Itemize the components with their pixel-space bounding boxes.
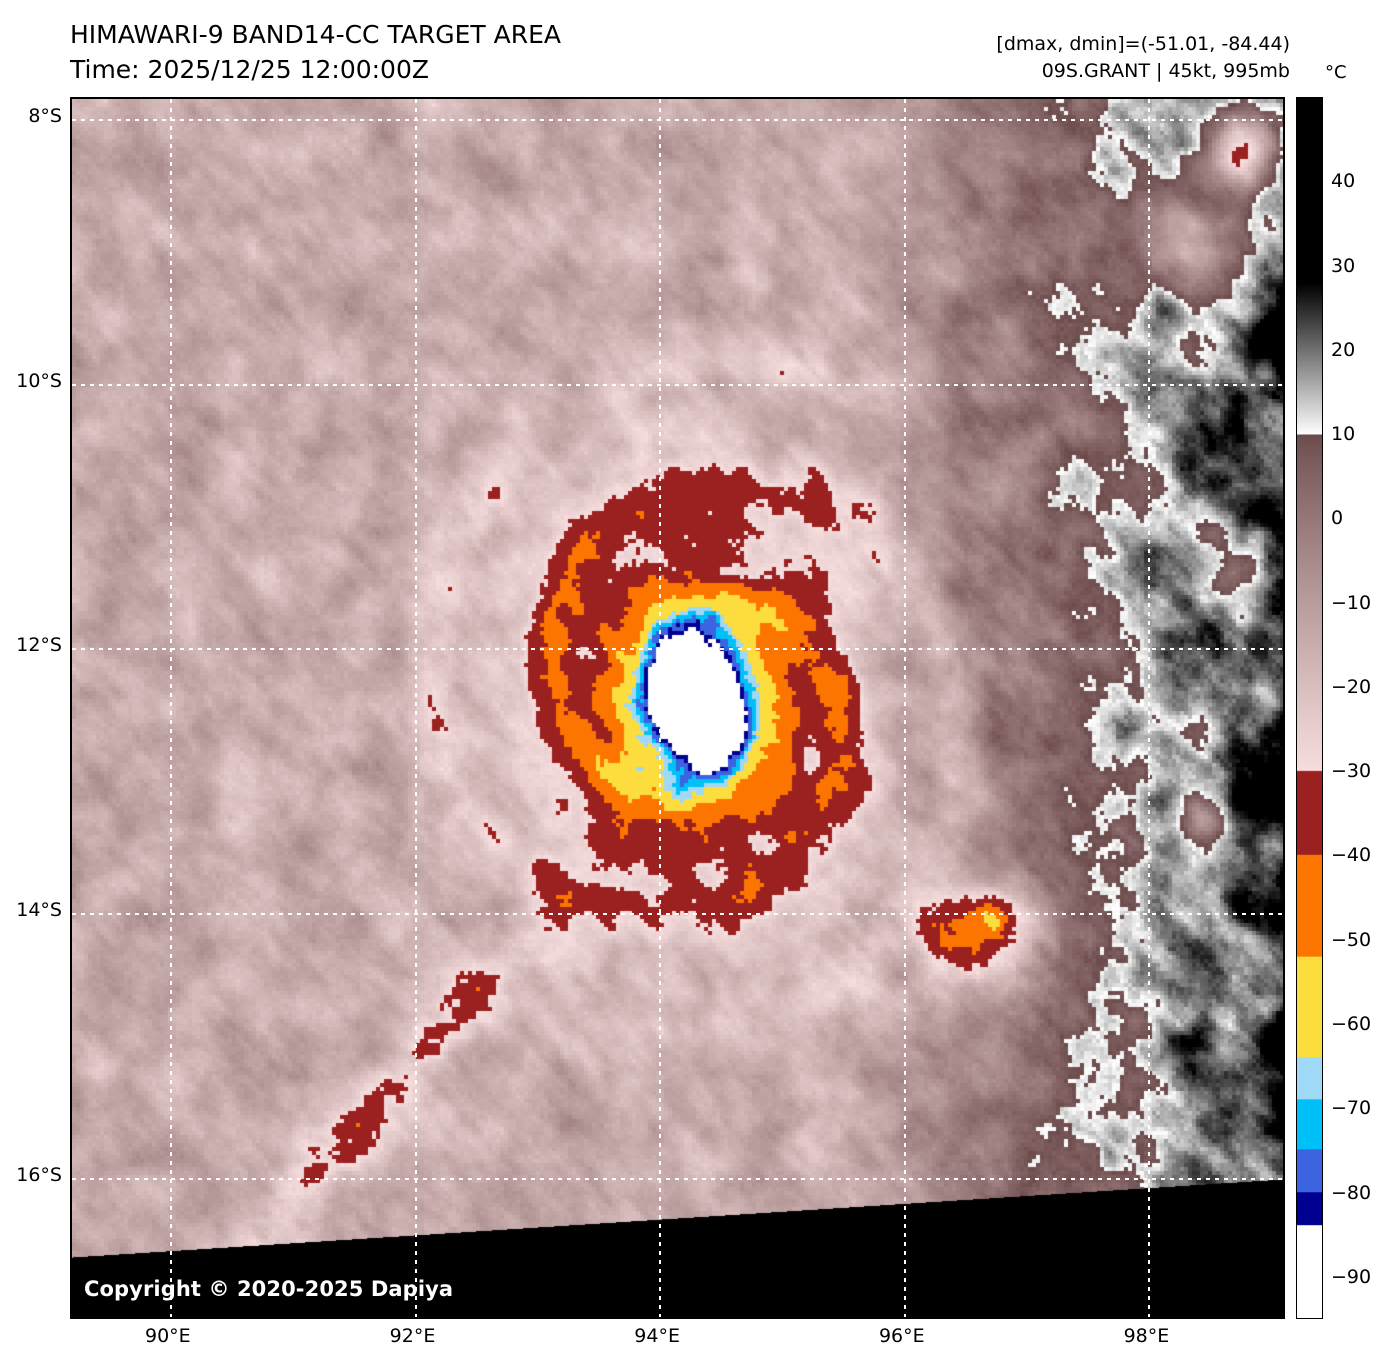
ytick-label-16: 16°S [16,1163,62,1186]
colorbar-tick--60: −60 [1331,1013,1372,1036]
colorbar-tick--10: −10 [1331,591,1372,614]
colorbar-tick--80: −80 [1331,1181,1372,1204]
xtick-label-96: 96°E [878,1325,925,1347]
title-line-1: HIMAWARI-9 BAND14-CC TARGET AREA [70,20,562,49]
page-title: HIMAWARI-9 BAND14-CC TARGET AREA Time: 2… [70,18,561,87]
colorbar-tick--50: −50 [1331,928,1372,951]
ytick-label-8: 8°S [28,104,62,127]
colorbar-tick-30: 30 [1331,254,1356,277]
xtick-label-98: 98°E [1123,1325,1170,1347]
dmax-dmin-label: [dmax, dmin]=(-51.01, -84.44) [996,33,1290,55]
colorbar-gradient [1297,98,1322,1318]
ytick-label-10: 10°S [16,369,62,392]
copyright-label: Copyright © 2020-2025 Dapiya [84,1277,454,1301]
colorbar-tick--90: −90 [1331,1265,1372,1288]
ytick-label-12: 12°S [16,634,62,657]
colorbar [1296,97,1323,1319]
ytick-label-14: 14°S [16,899,62,922]
satellite-image-plot: Copyright © 2020-2025 Dapiya [70,97,1285,1319]
xtick-label-94: 94°E [634,1325,680,1347]
colorbar-tick-0: 0 [1331,507,1344,530]
colorbar-tick-20: 20 [1331,338,1356,361]
xtick-label-90: 90°E [145,1325,191,1347]
colorbar-tick--40: −40 [1331,844,1372,867]
xtick-label-92: 92°E [389,1325,436,1347]
colorbar-unit-label: °C [1325,62,1347,83]
metadata-block: [dmax, dmin]=(-51.01, -84.44) 09S.GRANT … [996,31,1290,85]
colorbar-tick--20: −20 [1331,675,1372,698]
title-line-2: Time: 2025/12/25 12:00:00Z [70,54,429,84]
colorbar-tick--70: −70 [1331,1097,1372,1120]
satellite-heatmap-canvas [72,99,1283,1317]
colorbar-tick--30: −30 [1331,760,1372,783]
colorbar-tick-40: 40 [1331,170,1356,193]
colorbar-tick-10: 10 [1331,423,1356,446]
storm-info-label: 09S.GRANT | 45kt, 995mb [1041,59,1290,82]
